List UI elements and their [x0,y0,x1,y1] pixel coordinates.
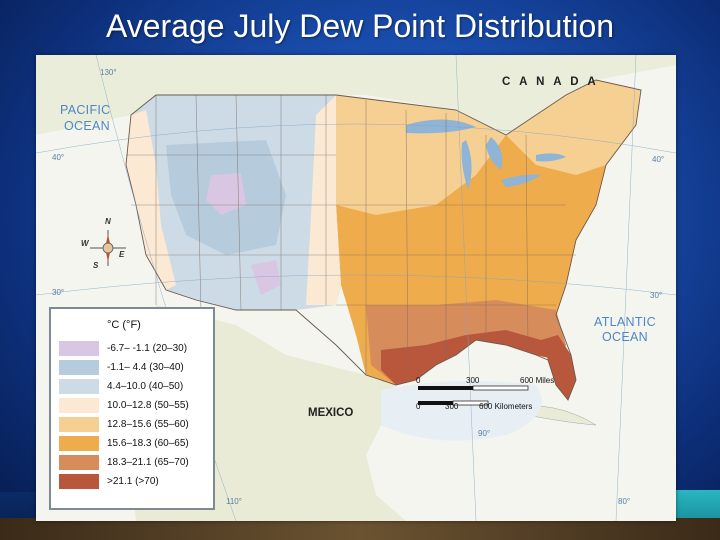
legend-item: 15.6–18.3 (60–65) [59,436,209,453]
compass-rose [90,230,126,266]
scale-bar-kilometers [418,400,489,406]
mexico-label: MEXICO [308,407,354,419]
plains-transition-zone [306,95,341,305]
us-outline [125,79,642,401]
compass-label-n: N [105,217,111,226]
legend-item: >21.1 (>70) [59,474,209,491]
legend-item: 10.0–12.8 (50–55) [59,398,209,415]
state-boundaries [126,94,576,376]
legend-swatch [59,341,99,357]
grid-label-110: 110° [226,497,242,506]
florida-peninsula [541,335,576,400]
scale-km-600: 600 Kilometers [479,402,533,411]
canada-label: C A N A D A [502,76,599,88]
legend-item-label: -6.7– -1.1 (20–30) [107,343,188,354]
grid-label-40-west: 40° [52,153,65,162]
lake-huron [486,137,503,170]
lake-superior [406,119,476,134]
grid-label-30-west: 30° [52,288,65,297]
legend-title: °C (°F) [107,319,141,331]
northeast-light-zone [506,80,641,175]
grid-label-90: 90° [478,429,491,438]
grid-label-30-east: 30° [650,291,663,300]
pacific-ocean-label-line2: OCEAN [64,119,110,133]
compass-label-e: E [119,250,125,259]
legend-item: 12.8–15.6 (55–60) [59,417,209,434]
legend-item-label: 18.3–21.1 (65–70) [107,457,189,468]
legend-swatch [59,436,99,452]
grid-label-40-east: 40° [652,155,665,164]
legend-swatch [59,455,99,471]
legend-swatch [59,417,99,433]
legend-item: -6.7– -1.1 (20–30) [59,341,209,358]
legend: °C (°F) -6.7– -1.1 (20–30) -1.1– 4.4 (30… [49,307,215,510]
legend-item: -1.1– 4.4 (30–40) [59,360,209,377]
scale-miles-600: 600 Miles [520,376,555,385]
legend-item-label: 10.0–12.8 (50–55) [107,400,189,411]
grid-label-80: 80° [618,497,631,506]
legend-swatch [59,474,99,490]
compass-label-s: S [93,261,99,270]
legend-swatch [59,379,99,395]
legend-swatch [59,360,99,376]
slide-title: Average July Dew Point Distribution [105,8,615,44]
brown-ground-strip [0,518,720,540]
lake-erie [501,174,541,187]
legend-item-label: >21.1 (>70) [107,476,159,487]
grid-label-130: 130° [100,68,117,77]
legend-item-label: 15.6–18.3 (60–65) [107,438,189,449]
pacific-ocean-label-line1: PACIFIC [60,103,111,117]
legend-item-label: -1.1– 4.4 (30–40) [107,362,184,373]
gulf-coast-humid-zone [381,330,558,385]
canada-region [36,55,676,135]
legend-item-label: 4.4–10.0 (40–50) [107,381,184,392]
compass-label-w: W [81,239,89,248]
atlantic-ocean-label-line2: OCEAN [602,330,648,344]
legend-item: 18.3–21.1 (65–70) [59,455,209,472]
scale-km-300: 300 [445,402,459,411]
legend-swatch [59,398,99,414]
scale-km-0: 0 [416,402,421,411]
gulf-of-mexico [381,381,542,441]
atlantic-ocean-label-line1: ATLANTIC [594,315,656,329]
driest-zone-2 [251,260,281,295]
scale-bar-miles [418,385,529,391]
driest-zone-1 [206,173,246,215]
legend-item: 4.4–10.0 (40–50) [59,379,209,396]
scale-miles-300: 300 [466,376,480,385]
lake-michigan [461,140,472,190]
scale-miles-0: 0 [416,376,421,385]
legend-item-label: 12.8–15.6 (55–60) [107,419,189,430]
lake-ontario [536,153,566,162]
